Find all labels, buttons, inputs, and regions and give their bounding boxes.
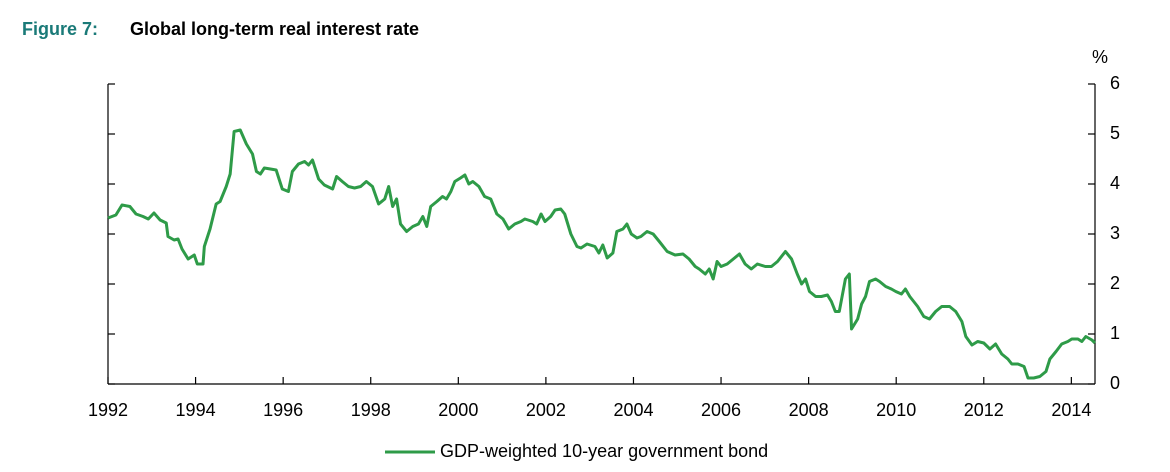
chart-title: Global long-term real interest rate bbox=[130, 19, 419, 39]
y-tick-label: 5 bbox=[1110, 123, 1120, 143]
y-tick-label: 0 bbox=[1110, 373, 1120, 393]
x-tick-label: 1992 bbox=[88, 400, 128, 420]
x-tick-label: 2004 bbox=[613, 400, 653, 420]
y-tick-label: 2 bbox=[1110, 273, 1120, 293]
figure-label: Figure 7: bbox=[22, 19, 98, 39]
x-tick-label: 2012 bbox=[964, 400, 1004, 420]
data-line bbox=[107, 128, 1097, 380]
x-tick-label: 2000 bbox=[438, 400, 478, 420]
legend-label: GDP-weighted 10-year government bond bbox=[440, 441, 768, 461]
y-tick-label: 4 bbox=[1110, 173, 1120, 193]
y-unit: % bbox=[1092, 47, 1108, 67]
x-tick-label: 2008 bbox=[789, 400, 829, 420]
x-tick-label: 2014 bbox=[1051, 400, 1091, 420]
x-tick-label: 1994 bbox=[176, 400, 216, 420]
axes bbox=[107, 84, 1096, 385]
y-tick-label: 3 bbox=[1110, 223, 1120, 243]
x-tick-label: 2010 bbox=[876, 400, 916, 420]
y-tick-label: 1 bbox=[1110, 323, 1120, 343]
x-tick-label: 1998 bbox=[351, 400, 391, 420]
x-tick-label: 1996 bbox=[263, 400, 303, 420]
x-tick-label: 2006 bbox=[701, 400, 741, 420]
y-tick-label: 6 bbox=[1110, 73, 1120, 93]
x-tick-label: 2002 bbox=[526, 400, 566, 420]
